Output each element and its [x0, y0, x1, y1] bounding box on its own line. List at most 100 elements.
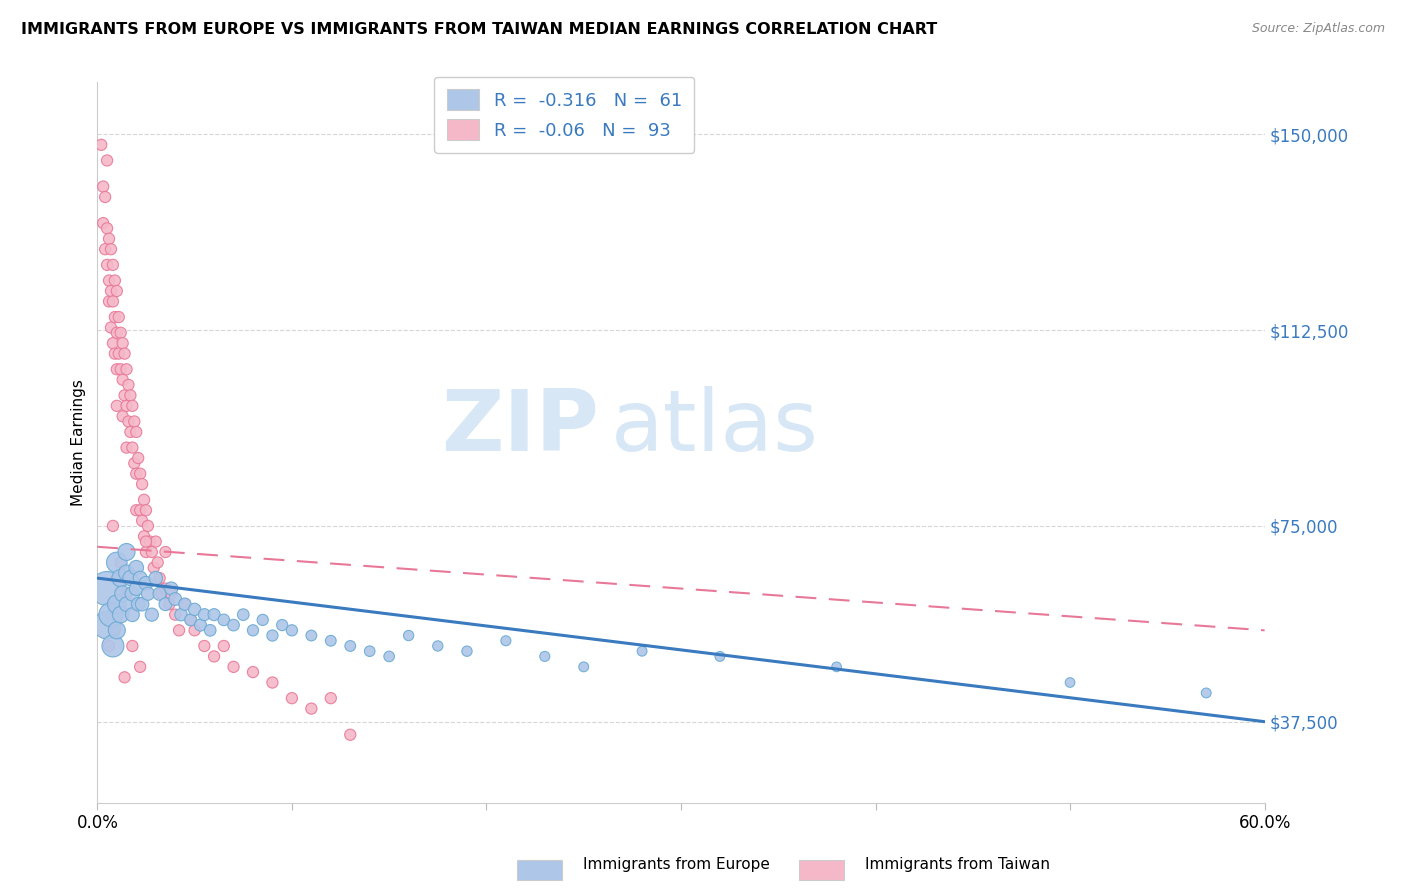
- Point: [709, 649, 731, 664]
- Point: [232, 607, 254, 622]
- Point: [193, 607, 215, 622]
- Point: [129, 660, 152, 674]
- Point: [142, 560, 165, 574]
- Point: [121, 587, 143, 601]
- Point: [149, 587, 172, 601]
- Point: [131, 477, 153, 491]
- Point: [202, 649, 225, 664]
- Point: [426, 639, 449, 653]
- Point: [101, 639, 124, 653]
- Point: [90, 137, 112, 152]
- Point: [110, 326, 132, 340]
- Point: [104, 346, 127, 360]
- Point: [98, 294, 121, 309]
- Point: [495, 633, 517, 648]
- Point: [319, 691, 342, 706]
- Point: [96, 221, 118, 235]
- Point: [104, 310, 127, 324]
- Point: [98, 232, 121, 246]
- Point: [202, 607, 225, 622]
- Point: [398, 628, 420, 642]
- Point: [129, 467, 152, 481]
- Point: [101, 258, 124, 272]
- Point: [117, 415, 139, 429]
- Point: [359, 644, 381, 658]
- Point: [110, 556, 132, 570]
- Point: [631, 644, 654, 658]
- Point: [96, 618, 118, 632]
- Point: [120, 571, 142, 585]
- Point: [121, 399, 143, 413]
- Point: [155, 545, 177, 559]
- Point: [180, 613, 202, 627]
- Point: [129, 503, 152, 517]
- Point: [104, 273, 127, 287]
- Point: [96, 258, 118, 272]
- Point: [96, 582, 118, 596]
- Point: [104, 624, 127, 638]
- Point: [145, 571, 167, 585]
- Point: [115, 362, 138, 376]
- Point: [160, 587, 183, 601]
- Point: [115, 597, 138, 611]
- Point: [127, 597, 149, 611]
- Point: [100, 320, 122, 334]
- Point: [167, 624, 190, 638]
- Point: [100, 607, 122, 622]
- Text: atlas: atlas: [612, 386, 818, 469]
- Point: [378, 649, 401, 664]
- Point: [222, 618, 245, 632]
- Point: [111, 373, 134, 387]
- Point: [262, 628, 284, 642]
- Point: [299, 628, 322, 642]
- Point: [121, 607, 143, 622]
- Point: [252, 613, 274, 627]
- Point: [96, 153, 118, 168]
- Point: [117, 378, 139, 392]
- Point: [105, 326, 128, 340]
- Point: [124, 415, 146, 429]
- Point: [101, 336, 124, 351]
- Point: [150, 587, 173, 601]
- Point: [222, 660, 245, 674]
- Point: [120, 425, 142, 439]
- Point: [183, 602, 205, 616]
- Point: [101, 294, 124, 309]
- Point: [94, 190, 117, 204]
- Point: [271, 618, 294, 632]
- Point: [319, 633, 342, 648]
- Point: [100, 242, 122, 256]
- Point: [174, 597, 197, 611]
- Point: [110, 571, 132, 585]
- Point: [110, 362, 132, 376]
- Point: [242, 665, 264, 679]
- Point: [125, 560, 148, 574]
- Point: [107, 346, 129, 360]
- Point: [456, 644, 478, 658]
- Point: [125, 425, 148, 439]
- Point: [149, 571, 172, 585]
- Text: ZIP: ZIP: [441, 386, 599, 469]
- Point: [572, 660, 595, 674]
- Point: [111, 587, 134, 601]
- Point: [299, 701, 322, 715]
- Point: [135, 576, 157, 591]
- Y-axis label: Median Earnings: Median Earnings: [72, 379, 86, 506]
- Point: [115, 399, 138, 413]
- Point: [165, 607, 187, 622]
- Point: [135, 534, 157, 549]
- Point: [1195, 686, 1218, 700]
- Point: [155, 597, 177, 611]
- Point: [124, 456, 146, 470]
- Point: [121, 639, 143, 653]
- Point: [105, 284, 128, 298]
- Point: [120, 388, 142, 402]
- Point: [136, 519, 159, 533]
- Point: [281, 691, 304, 706]
- Point: [533, 649, 555, 664]
- Point: [129, 571, 152, 585]
- Point: [114, 670, 136, 684]
- Point: [193, 639, 215, 653]
- Point: [105, 624, 128, 638]
- Point: [111, 336, 134, 351]
